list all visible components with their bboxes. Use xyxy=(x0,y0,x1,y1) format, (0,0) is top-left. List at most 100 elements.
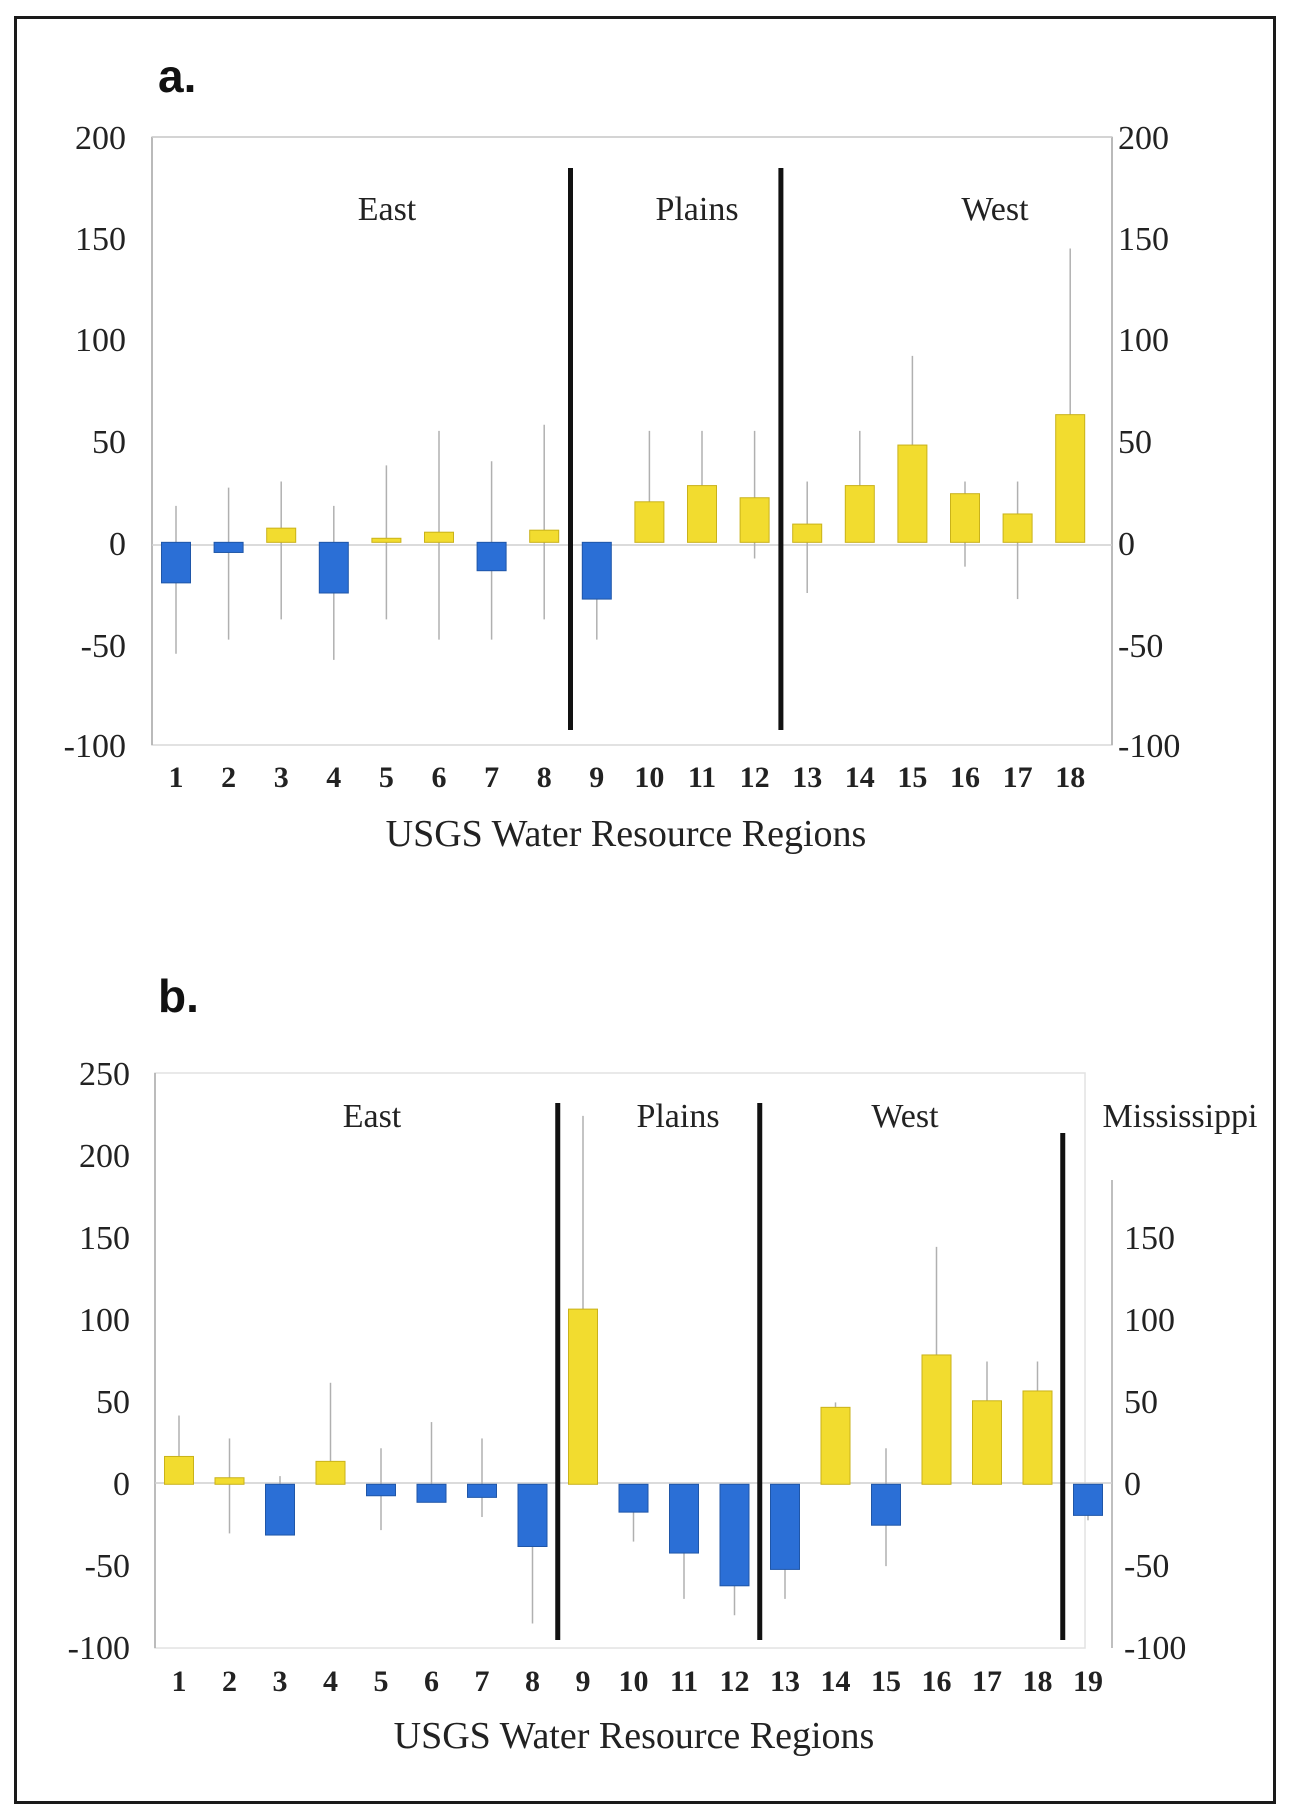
panel-a-bar-9 xyxy=(581,541,612,600)
panel-b-bar-14 xyxy=(820,1406,851,1485)
panel-a-bar-14 xyxy=(844,485,875,543)
panel-a-left-tick: -50 xyxy=(81,628,126,665)
panel-b-bar-5 xyxy=(366,1483,396,1497)
panel-b-x-tick-19: 19 xyxy=(1073,1665,1103,1698)
panel-b-bar-10 xyxy=(618,1483,649,1513)
panel-a-plot-area xyxy=(151,136,1113,746)
panel-b-x-tick-5: 5 xyxy=(374,1665,389,1698)
panel-b-bar-19 xyxy=(1073,1483,1103,1516)
panel-a-x-tick-5: 5 xyxy=(379,761,394,794)
panel-a-x-tick-17: 17 xyxy=(1003,761,1033,794)
panel-a-x-tick-10: 10 xyxy=(634,761,664,794)
panel-a-left-tick: 50 xyxy=(92,424,126,461)
panel-b-x-tick-10: 10 xyxy=(619,1665,649,1698)
panel-b-x-tick-11: 11 xyxy=(670,1665,698,1698)
panel-a-left-ticks: 200 150 100 50 0 -50 -100 xyxy=(64,120,126,765)
panel-a-x-tick-15: 15 xyxy=(897,761,927,794)
panel-b-bar-9 xyxy=(568,1308,598,1485)
panel-b-right-tick: -50 xyxy=(1124,1548,1169,1585)
panel-b-bar-18 xyxy=(1022,1390,1053,1485)
panel-b-bars xyxy=(164,1308,1103,1587)
panel-b-x-tick-6: 6 xyxy=(424,1665,439,1698)
panel-b-left-tick: -50 xyxy=(85,1548,130,1585)
panel-b-x-tick-9: 9 xyxy=(576,1665,591,1698)
panel-b-x-tick-4: 4 xyxy=(323,1665,338,1698)
panel-a-group-west: West xyxy=(961,191,1029,228)
panel-b-x-tick-16: 16 xyxy=(922,1665,952,1698)
panel-b-bar-16 xyxy=(921,1354,952,1485)
panel-b-group-east: East xyxy=(343,1098,402,1135)
panel-b-right-tick: 100 xyxy=(1124,1302,1175,1339)
panel-a-x-tick-12: 12 xyxy=(740,761,770,794)
panel-a-x-tick-9: 9 xyxy=(589,761,604,794)
panel-b-bar-7 xyxy=(467,1483,497,1498)
panel-a-bar-5 xyxy=(371,537,402,543)
panel-b-bar-6 xyxy=(416,1483,447,1503)
panel-b-x-tick-14: 14 xyxy=(821,1665,851,1698)
panel-a-right-tick: 150 xyxy=(1118,221,1169,258)
panel-a-right-tick: 100 xyxy=(1118,322,1169,359)
panel-a-group-labels: East Plains West xyxy=(358,191,1029,228)
panel-b-group-mississippi: Mississippi xyxy=(1103,1098,1258,1135)
panel-a-bar-18 xyxy=(1055,414,1086,543)
panel-a-bar-8 xyxy=(529,529,560,543)
panel-b-left-tick: 150 xyxy=(79,1220,130,1257)
panel-a-group-east: East xyxy=(358,191,417,228)
panel-a-x-tick-11: 11 xyxy=(688,761,716,794)
panel-b-bar-15 xyxy=(871,1483,901,1526)
panel-b-x-ticks: 1 2 3 4 5 6 7 8 9 10 11 12 13 14 15 16 17 18 19 xyxy=(172,1665,1104,1698)
panel-a-right-tick: 50 xyxy=(1118,424,1152,461)
panel-a-right-tick: 200 xyxy=(1118,120,1169,157)
panel-a: a. 200 150 100 50 0 -50 -100 200 150 100… xyxy=(64,50,1181,855)
panel-b-group-plains: Plains xyxy=(636,1098,719,1135)
panel-a-bar-2 xyxy=(213,541,244,553)
panel-a-left-tick: 200 xyxy=(75,120,126,157)
panel-b-right-ticks: 150 100 50 0 -50 -100 xyxy=(1124,1220,1186,1667)
panel-b-x-tick-17: 17 xyxy=(972,1665,1002,1698)
panel-a-label: a. xyxy=(158,50,196,102)
panel-a-bar-4 xyxy=(318,541,349,594)
panel-a-x-tick-13: 13 xyxy=(792,761,822,794)
panel-b-right-tick: 150 xyxy=(1124,1220,1175,1257)
panel-a-x-tick-14: 14 xyxy=(845,761,875,794)
panel-a-bar-1 xyxy=(161,541,191,584)
panel-a-bar-10 xyxy=(634,501,665,543)
panel-b-x-tick-18: 18 xyxy=(1023,1665,1053,1698)
panel-b-bar-3 xyxy=(265,1483,295,1536)
panel-a-x-tick-4: 4 xyxy=(326,761,341,794)
panel-b-bar-11 xyxy=(669,1483,699,1554)
panel-a-group-plains: Plains xyxy=(655,191,738,228)
panel-a-left-tick: 150 xyxy=(75,221,126,258)
panel-a-right-ticks: 200 150 100 50 0 -50 -100 xyxy=(1118,120,1180,765)
panel-a-bar-15 xyxy=(897,444,928,543)
panel-a-left-tick: -100 xyxy=(64,728,126,765)
panel-b-dividers xyxy=(555,1103,1066,1640)
panel-a-bar-6 xyxy=(424,531,454,543)
panel-b-left-tick: 200 xyxy=(79,1138,130,1175)
panel-a-bar-7 xyxy=(476,541,507,572)
panel-a-right-tick: 0 xyxy=(1118,526,1135,563)
panel-b-bar-17 xyxy=(972,1400,1002,1485)
panel-b-x-tick-12: 12 xyxy=(720,1665,750,1698)
panel-b-bar-1 xyxy=(164,1455,194,1485)
panel-b-x-tick-2: 2 xyxy=(222,1665,237,1698)
panel-b-right-tick: 0 xyxy=(1124,1466,1141,1503)
panel-a-x-tick-1: 1 xyxy=(169,761,184,794)
panel-b: b. 250 200 150 100 50 0 -50 -100 150 100… xyxy=(68,970,1258,1757)
panel-a-bar-12 xyxy=(739,497,770,543)
panel-a-x-tick-6: 6 xyxy=(432,761,447,794)
panel-b-left-tick: 100 xyxy=(79,1302,130,1339)
panel-b-left-tick: 0 xyxy=(113,1466,130,1503)
panel-a-bar-13 xyxy=(792,523,823,543)
panel-b-right-tick: -100 xyxy=(1124,1630,1186,1667)
panel-a-bar-17 xyxy=(1002,513,1033,543)
panel-b-label: b. xyxy=(158,970,199,1022)
panel-a-error-bars xyxy=(175,248,1071,660)
panel-b-bar-13 xyxy=(770,1483,800,1570)
panel-b-group-west: West xyxy=(871,1098,939,1135)
panel-a-bar-3 xyxy=(266,527,297,543)
panel-b-x-tick-13: 13 xyxy=(770,1665,800,1698)
panel-a-x-axis-label: USGS Water Resource Regions xyxy=(386,813,867,855)
figure-frame xyxy=(14,16,1276,1804)
